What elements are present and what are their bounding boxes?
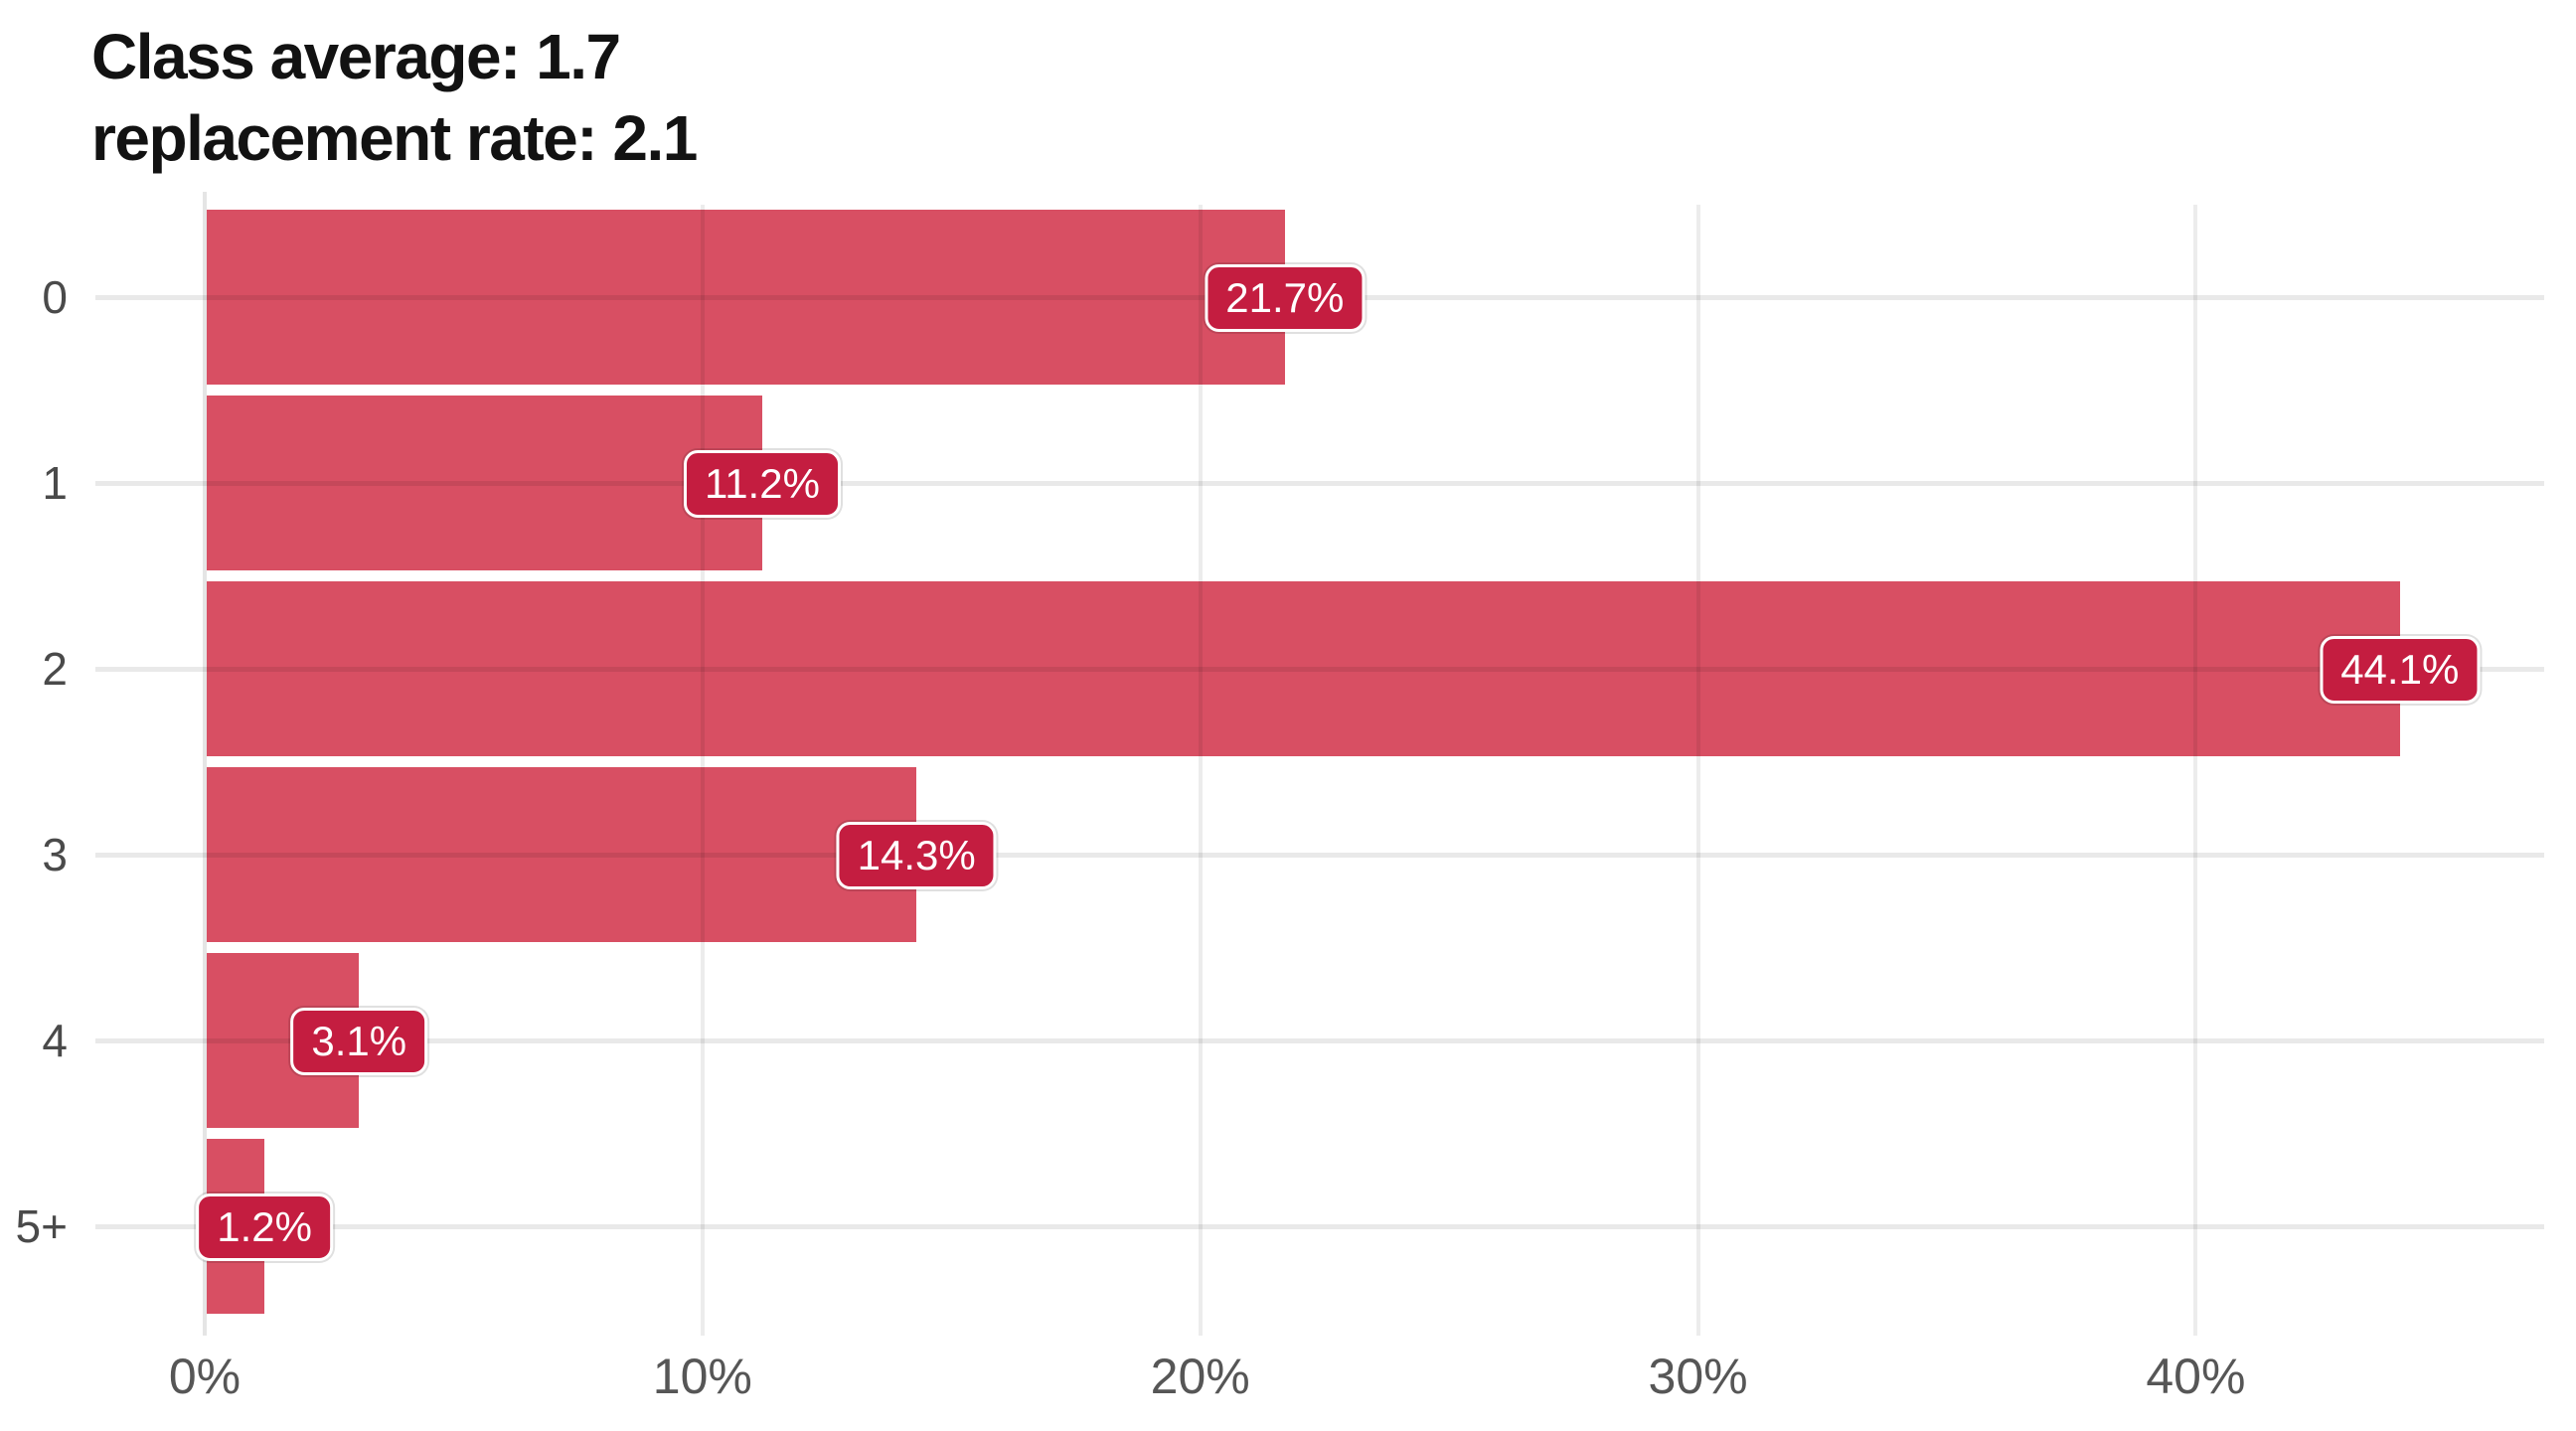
row-gridline xyxy=(95,853,2544,858)
chart-title-line-1: Class average: 1.7 xyxy=(91,21,621,92)
bar-row: 1 11.2% xyxy=(42,391,2544,576)
x-gridline xyxy=(1198,205,1203,1336)
bar-row: 0 21.7% xyxy=(42,205,2544,391)
x-gridline xyxy=(203,192,207,1336)
x-gridline xyxy=(1695,205,1700,1336)
x-gridline xyxy=(2193,205,2198,1336)
row-gridline xyxy=(95,1224,2544,1229)
bar xyxy=(207,396,762,570)
bar-row: 4 3.1% xyxy=(42,948,2544,1134)
x-axis-tick-label: 30% xyxy=(1648,1349,1748,1404)
chart-title-line-2: replacement rate: 2.1 xyxy=(91,102,698,174)
y-axis-label: 1 xyxy=(42,456,68,509)
y-axis-label: 2 xyxy=(42,642,68,695)
bar xyxy=(207,210,1285,385)
value-label-badge: 14.3% xyxy=(836,821,997,889)
value-label-badge: 1.2% xyxy=(196,1192,333,1261)
value-label-badge: 11.2% xyxy=(683,449,841,518)
y-axis-label: 3 xyxy=(42,828,68,880)
x-gridline xyxy=(700,205,705,1336)
plot-area: 0% 10% 20% 30% 40% 0 21.7% 1 11.2% 2 44.1% 3 14.3% 4 3… xyxy=(16,192,2544,1404)
bar xyxy=(207,767,917,942)
row-gridline xyxy=(95,667,2544,672)
value-label-badge: 3.1% xyxy=(290,1007,428,1075)
row-gridline xyxy=(95,1038,2544,1043)
y-axis-label: 0 xyxy=(42,270,68,323)
value-label-badge: 21.7% xyxy=(1205,263,1366,332)
bar-row: 3 14.3% xyxy=(42,762,2544,948)
row-gridline xyxy=(95,481,2544,486)
x-axis-tick-label: 20% xyxy=(1150,1349,1250,1404)
bar-row: 2 44.1% xyxy=(42,576,2544,762)
value-label-badge: 44.1% xyxy=(2320,635,2481,704)
chart-title: Class average: 1.7 replacement rate: 2.1 xyxy=(91,16,698,179)
x-axis-tick-label: 10% xyxy=(652,1349,752,1404)
bar-row: 5+ 1.2% xyxy=(16,1134,2544,1320)
bar xyxy=(207,581,2400,756)
y-axis-label: 4 xyxy=(42,1014,68,1066)
x-axis-tick-label: 40% xyxy=(2146,1349,2246,1404)
x-axis-tick-label: 0% xyxy=(168,1349,242,1404)
y-axis-label: 5+ xyxy=(15,1199,68,1252)
